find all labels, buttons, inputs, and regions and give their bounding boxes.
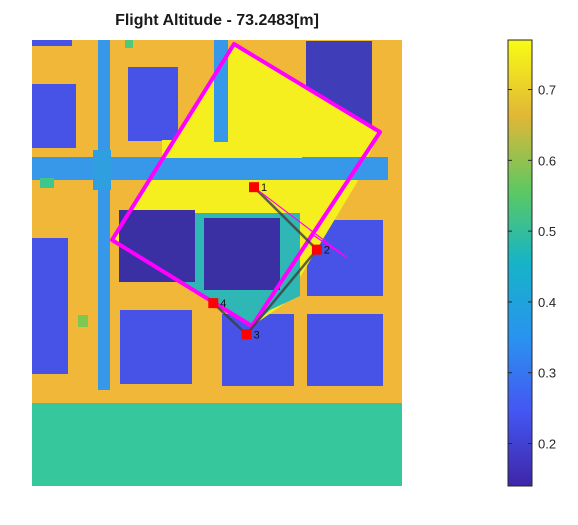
waypoint-label-3: 3: [254, 329, 260, 341]
colorbar-tick-label: 0.5: [538, 224, 556, 239]
waypoint-marker-3: [241, 329, 252, 340]
colorbar: [507, 39, 533, 487]
waypoint-marker-2: [311, 244, 322, 255]
building-dark: [204, 218, 280, 290]
building: [222, 314, 294, 386]
street-marks: [93, 150, 111, 190]
building: [120, 310, 192, 384]
building: [32, 238, 68, 374]
building-dark: [119, 210, 195, 282]
waypoints: 1 2 3 4: [208, 182, 330, 341]
heading-indicator: [253, 186, 348, 259]
green-pixels: [40, 178, 54, 188]
colorbar-tick-label: 0.6: [538, 153, 556, 168]
waypoint-label-2: 2: [324, 245, 330, 257]
building: [32, 84, 76, 148]
footprint-street: [118, 157, 376, 180]
green-pixels: [78, 315, 88, 327]
flight-path: [212, 186, 319, 337]
building: [32, 40, 72, 46]
building: [307, 314, 383, 386]
colorbar-tick-label: 0.3: [538, 366, 556, 381]
building: [128, 67, 178, 141]
colorbar-tick-label: 0.7: [538, 83, 556, 98]
heatmap-area: [32, 40, 402, 486]
colorbar-tick-label: 0.2: [538, 437, 556, 452]
green-pixels: [125, 40, 133, 48]
waypoint-label-1: 1: [261, 182, 267, 194]
waypoint-marker-1: [249, 182, 259, 193]
waypoint-label-4: 4: [220, 298, 226, 310]
colorbar-tick-label: 0.4: [538, 295, 556, 310]
footprint-building: [220, 86, 306, 146]
chart-title: Flight Altitude - 73.2483[m]: [115, 12, 319, 29]
colorbar-ticks: 0.2 0.3 0.4 0.5 0.6 0.7: [508, 83, 556, 452]
street-vertical: [98, 40, 110, 390]
waypoint-marker-4: [208, 298, 219, 309]
footprint-ramp: [214, 40, 228, 142]
